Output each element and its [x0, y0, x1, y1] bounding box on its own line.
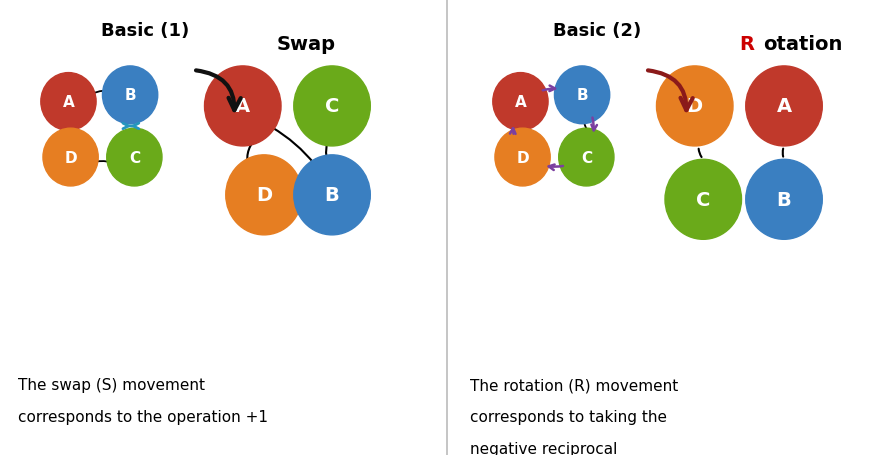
Text: negative reciprocal: negative reciprocal: [469, 441, 617, 455]
Text: The swap (S) movement: The swap (S) movement: [18, 378, 205, 393]
Circle shape: [41, 73, 96, 131]
Circle shape: [553, 67, 609, 125]
Text: B: B: [124, 88, 136, 103]
Text: corresponds to the operation +1: corresponds to the operation +1: [18, 410, 267, 425]
Text: A: A: [235, 97, 250, 116]
Text: B: B: [325, 186, 339, 205]
Text: D: D: [256, 186, 272, 205]
Text: C: C: [580, 150, 591, 165]
Text: A: A: [514, 95, 526, 110]
Circle shape: [293, 67, 370, 147]
Circle shape: [664, 160, 740, 240]
Circle shape: [293, 156, 370, 235]
Text: Basic (1): Basic (1): [101, 22, 189, 40]
Text: D: D: [64, 150, 77, 165]
Circle shape: [102, 67, 157, 125]
Text: A: A: [776, 97, 790, 116]
Circle shape: [745, 67, 822, 147]
Text: The rotation (R) movement: The rotation (R) movement: [469, 378, 678, 393]
Text: C: C: [325, 97, 339, 116]
Circle shape: [745, 160, 822, 240]
Text: corresponds to taking the: corresponds to taking the: [469, 410, 666, 425]
Text: D: D: [516, 150, 528, 165]
Text: Basic (2): Basic (2): [552, 22, 640, 40]
Text: C: C: [696, 190, 710, 209]
Circle shape: [225, 156, 302, 235]
Text: otation: otation: [762, 35, 841, 54]
Text: A: A: [63, 95, 74, 110]
Circle shape: [106, 129, 162, 187]
Text: B: B: [576, 88, 587, 103]
Text: C: C: [129, 150, 139, 165]
Text: Swap: Swap: [277, 35, 335, 54]
Circle shape: [558, 129, 613, 187]
Circle shape: [493, 73, 547, 131]
Text: R: R: [738, 35, 754, 54]
Circle shape: [655, 67, 732, 147]
Circle shape: [204, 67, 281, 147]
Circle shape: [43, 129, 98, 187]
Circle shape: [494, 129, 550, 187]
Text: D: D: [686, 97, 702, 116]
Text: B: B: [776, 190, 790, 209]
